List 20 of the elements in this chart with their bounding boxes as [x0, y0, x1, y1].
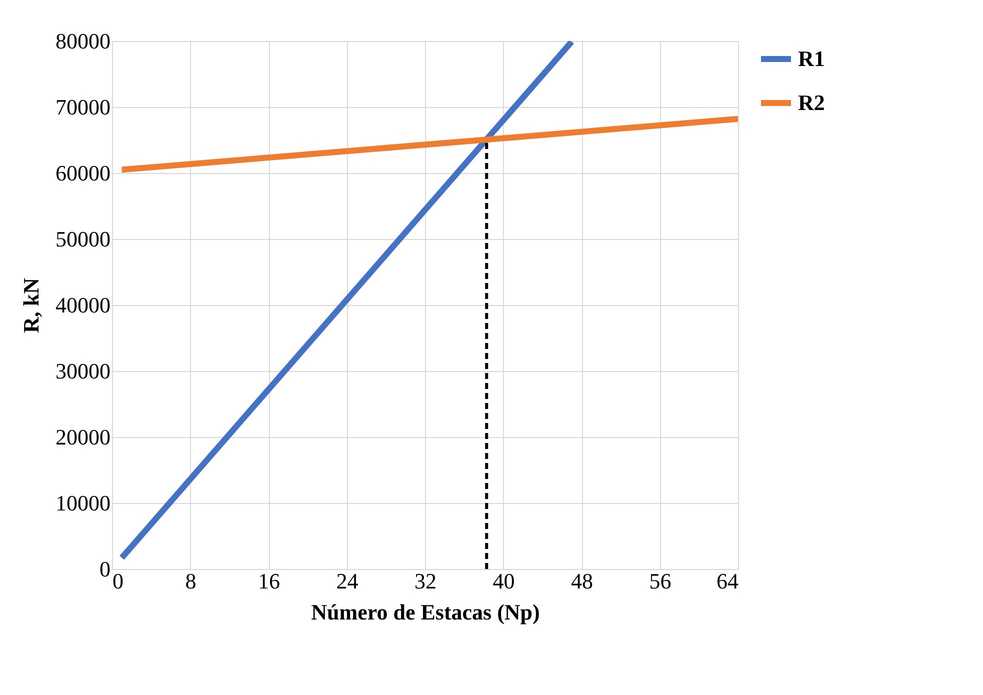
y-tick-label: 60000 — [56, 160, 110, 186]
y-tick-label: 40000 — [56, 292, 110, 318]
x-tick-label: 8 — [185, 568, 196, 594]
y-tick-label: 70000 — [56, 94, 110, 120]
x-tick-label: 40 — [492, 568, 515, 594]
x-tick-label: 48 — [571, 568, 593, 594]
x-tick-label: 16 — [258, 568, 280, 594]
x-tick-label: 56 — [649, 568, 672, 594]
y-tick-label: 50000 — [56, 226, 110, 252]
y-tick-label: 20000 — [56, 424, 110, 450]
y-tick-label: 30000 — [56, 358, 110, 384]
x-axis-title: Número de Estacas (Np) — [311, 600, 540, 624]
y-tick-label: 10000 — [56, 490, 110, 516]
y-axis-title: R, kN — [18, 278, 44, 334]
x-tick-label: 32 — [414, 568, 436, 594]
x-tick-label: 24 — [336, 568, 358, 594]
legend-label: R1 — [798, 46, 825, 71]
x-tick-label: 64 — [716, 568, 738, 594]
y-tick-label: 80000 — [56, 28, 110, 54]
legend-label: R2 — [798, 90, 825, 115]
